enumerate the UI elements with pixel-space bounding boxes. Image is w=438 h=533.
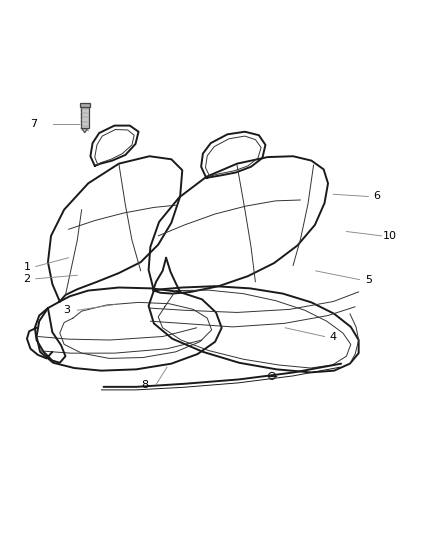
Text: 10: 10: [382, 231, 396, 241]
Text: 4: 4: [329, 332, 336, 342]
Text: 8: 8: [141, 379, 148, 390]
Bar: [80, 103, 89, 107]
Text: 6: 6: [373, 191, 380, 201]
Bar: [81, 107, 88, 128]
Text: 7: 7: [30, 119, 37, 130]
Text: 5: 5: [364, 274, 371, 285]
Text: 2: 2: [23, 274, 31, 284]
Text: 1: 1: [23, 262, 30, 271]
Text: 3: 3: [63, 305, 70, 315]
